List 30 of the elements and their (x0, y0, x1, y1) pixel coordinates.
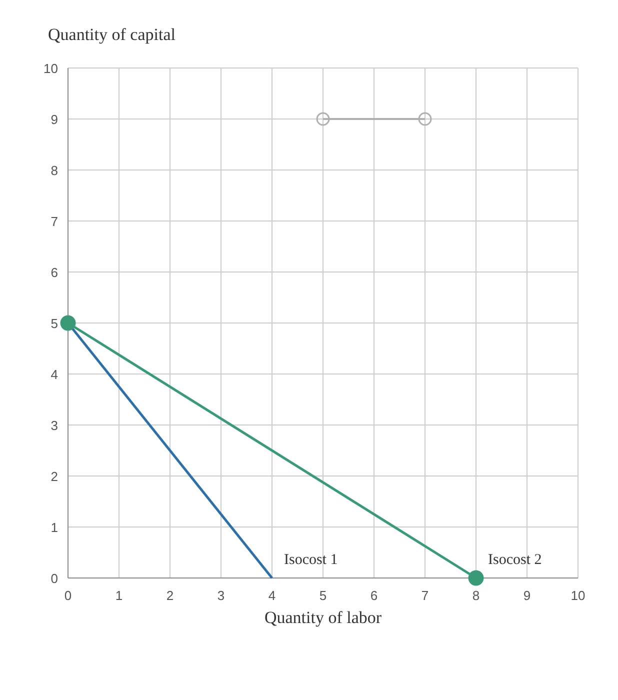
y-tick-label: 2 (50, 469, 58, 484)
x-tick-label: 9 (523, 588, 531, 603)
y-tick-label: 6 (50, 265, 58, 280)
x-tick-label: 2 (166, 588, 174, 603)
y-tick-label: 5 (50, 316, 58, 331)
x-tick-label: 0 (64, 588, 72, 603)
x-tick-label: 7 (421, 588, 429, 603)
y-tick-label: 3 (50, 418, 58, 433)
y-tick-label: 9 (50, 112, 58, 127)
x-tick-label: 4 (268, 588, 276, 603)
point (468, 570, 484, 586)
x-tick-label: 10 (570, 588, 586, 603)
x-tick-label: 5 (319, 588, 327, 603)
y-tick-label: 7 (50, 214, 58, 229)
y-tick-label: 0 (50, 571, 58, 586)
x-tick-label: 1 (115, 588, 123, 603)
series-label: Isocost 1 (284, 552, 338, 568)
series-label: Isocost 2 (488, 552, 542, 568)
point (418, 112, 432, 126)
x-tick-label: 3 (217, 588, 225, 603)
y-axis-title: Quantity of capital (48, 25, 176, 44)
point (60, 315, 76, 331)
x-tick-label: 8 (472, 588, 480, 603)
y-tick-label: 4 (50, 367, 58, 382)
x-axis-title: Quantity of labor (264, 608, 382, 627)
y-tick-label: 1 (50, 520, 58, 535)
point (316, 112, 330, 126)
x-tick-label: 6 (370, 588, 378, 603)
y-tick-label: 10 (44, 61, 58, 76)
y-tick-label: 8 (50, 163, 58, 178)
